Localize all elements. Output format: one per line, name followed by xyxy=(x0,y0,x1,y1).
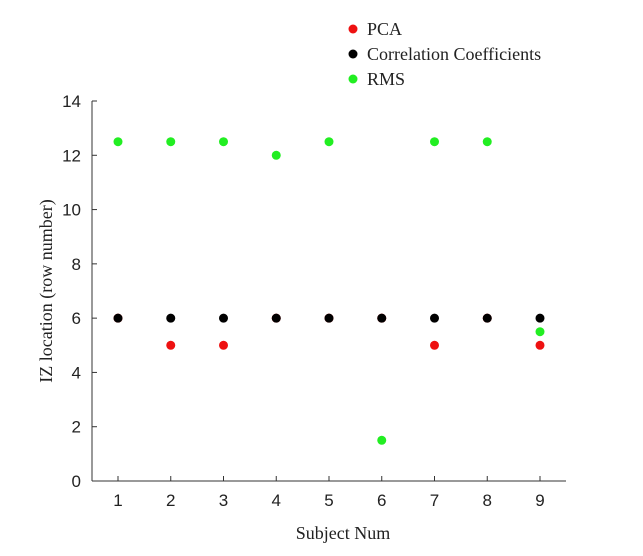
point-rms xyxy=(166,137,176,147)
point-rms xyxy=(271,150,281,160)
point-rms xyxy=(113,137,123,147)
legend-label-pca: PCA xyxy=(367,19,402,39)
x-tick-label: 9 xyxy=(535,491,544,510)
legend-marker-correlation-coefficients xyxy=(348,49,358,59)
y-tick-label: 6 xyxy=(72,309,81,328)
point-correlation-coefficients xyxy=(166,313,176,323)
data-points xyxy=(113,137,545,445)
legend-marker-rms xyxy=(348,74,358,84)
point-correlation-coefficients xyxy=(271,313,281,323)
x-tick-label: 8 xyxy=(483,491,492,510)
legend: PCA Correlation Coefficients RMS xyxy=(348,19,541,89)
point-correlation-coefficients xyxy=(482,313,492,323)
x-tick-label: 7 xyxy=(430,491,439,510)
point-correlation-coefficients xyxy=(324,313,334,323)
legend-marker-pca xyxy=(348,24,358,34)
y-tick-label: 14 xyxy=(62,92,81,111)
point-rms xyxy=(219,137,228,147)
point-rms xyxy=(377,435,387,445)
point-rms xyxy=(535,327,545,337)
y-tick-label: 10 xyxy=(62,201,81,220)
point-correlation-coefficients xyxy=(113,313,123,323)
point-correlation-coefficients xyxy=(430,313,439,323)
x-tick-label: 1 xyxy=(113,491,122,510)
point-pca xyxy=(535,340,545,350)
x-tick-label: 2 xyxy=(166,491,175,510)
y-tick-label: 12 xyxy=(62,146,81,165)
x-tick-label: 5 xyxy=(324,491,333,510)
x-tick-label: 3 xyxy=(219,491,228,510)
y-tick-label: 0 xyxy=(72,472,81,491)
y-tick-label: 8 xyxy=(72,255,81,274)
point-rms xyxy=(430,137,439,147)
y-tick-label: 2 xyxy=(72,418,81,437)
point-pca xyxy=(166,340,176,350)
axes xyxy=(91,101,566,482)
point-rms xyxy=(324,137,334,147)
x-axis-title: Subject Num xyxy=(296,523,391,543)
point-pca xyxy=(430,340,439,350)
point-rms xyxy=(482,137,492,147)
y-tick-label: 4 xyxy=(72,363,81,382)
legend-label-rms: RMS xyxy=(367,69,405,89)
x-tick-label: 6 xyxy=(377,491,386,510)
point-correlation-coefficients xyxy=(535,313,545,323)
y-axis-title: IZ location (row number) xyxy=(36,199,57,382)
x-tick-label: 4 xyxy=(272,491,281,510)
point-pca xyxy=(219,340,228,350)
point-correlation-coefficients xyxy=(219,313,228,323)
point-correlation-coefficients xyxy=(377,313,387,323)
legend-label-correlation-coefficients: Correlation Coefficients xyxy=(367,44,541,64)
